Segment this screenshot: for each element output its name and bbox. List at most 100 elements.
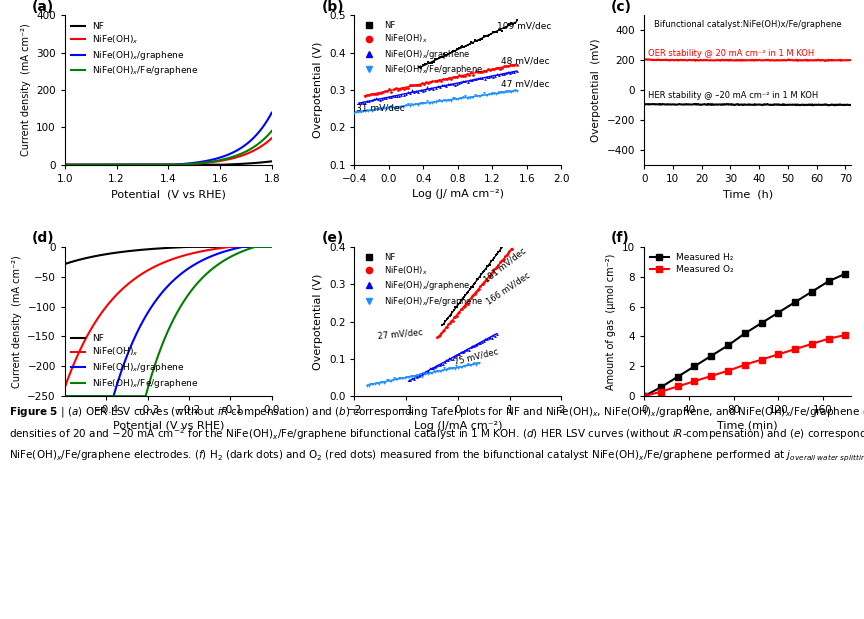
Point — [462, 70, 476, 80]
Point — [363, 105, 377, 115]
Point — [465, 291, 479, 301]
Point — [425, 363, 439, 373]
Point — [474, 269, 488, 279]
Point — [503, 86, 517, 96]
Point — [485, 64, 499, 74]
Point — [454, 77, 468, 87]
Text: 166 mV/dec: 166 mV/dec — [485, 271, 532, 306]
Point — [446, 306, 460, 316]
Point — [435, 328, 448, 338]
Point — [505, 67, 519, 77]
Point — [430, 54, 444, 64]
Point — [416, 98, 430, 108]
Point — [502, 19, 516, 28]
Point — [499, 61, 513, 71]
Point — [492, 260, 505, 270]
Point — [392, 373, 406, 383]
Point — [420, 367, 434, 377]
Point — [487, 64, 501, 74]
Point — [407, 371, 421, 381]
Point — [423, 368, 437, 378]
Point — [490, 329, 504, 339]
Point — [379, 93, 393, 103]
Point — [437, 80, 451, 90]
Point — [438, 316, 452, 326]
Point — [419, 59, 433, 69]
Point — [374, 376, 388, 386]
Point — [446, 363, 460, 373]
Y-axis label: Overpotential (V): Overpotential (V) — [314, 274, 323, 370]
Point — [414, 85, 428, 95]
Point — [450, 301, 464, 311]
Point — [383, 85, 397, 95]
Point — [499, 251, 512, 261]
Point — [510, 60, 524, 70]
Measured O₂ — [773, 350, 784, 358]
Point — [494, 87, 508, 97]
Point — [455, 304, 469, 314]
Point — [429, 366, 443, 376]
Point — [493, 64, 507, 74]
Point — [480, 32, 494, 41]
Point — [479, 264, 492, 274]
Point — [425, 58, 439, 67]
Point — [442, 311, 456, 321]
Measured H₂ — [790, 298, 800, 306]
Point — [411, 371, 425, 381]
Point — [493, 246, 507, 256]
Point — [434, 366, 448, 376]
Point — [423, 77, 437, 87]
Point — [364, 89, 378, 99]
Point — [495, 69, 509, 79]
Point — [409, 371, 422, 381]
Point — [380, 375, 394, 385]
Point — [475, 90, 489, 100]
Point — [468, 340, 482, 350]
Point — [501, 61, 515, 71]
Point — [366, 89, 380, 99]
Point — [351, 108, 365, 118]
Point — [459, 71, 473, 81]
Point — [445, 363, 459, 373]
Text: Bifunctional catalyst:NiFe(OH)x/Fe/graphene: Bifunctional catalyst:NiFe(OH)x/Fe/graph… — [654, 20, 842, 29]
Point — [438, 357, 452, 366]
Point — [503, 233, 517, 243]
Point — [428, 76, 442, 86]
Text: HER stability @ –20 mA cm⁻² in 1 M KOH: HER stability @ –20 mA cm⁻² in 1 M KOH — [649, 92, 819, 100]
Point — [473, 90, 487, 100]
Point — [368, 89, 382, 99]
Measured H₂ — [773, 309, 784, 316]
Text: (e): (e) — [321, 232, 344, 245]
Line: Measured H₂: Measured H₂ — [641, 271, 848, 399]
Point — [452, 362, 466, 372]
Measured O₂ — [656, 388, 666, 396]
Point — [456, 92, 470, 102]
Point — [456, 71, 470, 81]
Text: (d): (d) — [32, 232, 54, 245]
Point — [427, 84, 441, 93]
Point — [418, 85, 432, 95]
Point — [435, 97, 449, 106]
Point — [402, 375, 416, 385]
Measured O₂ — [672, 383, 683, 390]
Point — [433, 82, 447, 92]
Point — [483, 65, 497, 75]
Text: $\bf{Figure\ 5}$ $|$ $(a)$ OER LSV curves (without $iR$-compensation) and $(b)$ : $\bf{Figure\ 5}$ $|$ $(a)$ OER LSV curve… — [9, 405, 864, 464]
Y-axis label: Amount of gas  (μmol cm⁻²): Amount of gas (μmol cm⁻²) — [607, 253, 616, 390]
Point — [396, 102, 410, 111]
Point — [485, 256, 499, 266]
Point — [448, 80, 461, 90]
Point — [477, 32, 491, 41]
Point — [403, 375, 417, 385]
Point — [453, 298, 467, 308]
Point — [471, 67, 485, 77]
Point — [366, 379, 380, 389]
Point — [482, 89, 496, 98]
Point — [354, 98, 368, 108]
Point — [480, 334, 494, 344]
Point — [462, 297, 476, 306]
Measured H₂ — [756, 319, 766, 327]
Point — [468, 90, 482, 100]
Point — [422, 368, 436, 378]
Point — [511, 220, 525, 230]
